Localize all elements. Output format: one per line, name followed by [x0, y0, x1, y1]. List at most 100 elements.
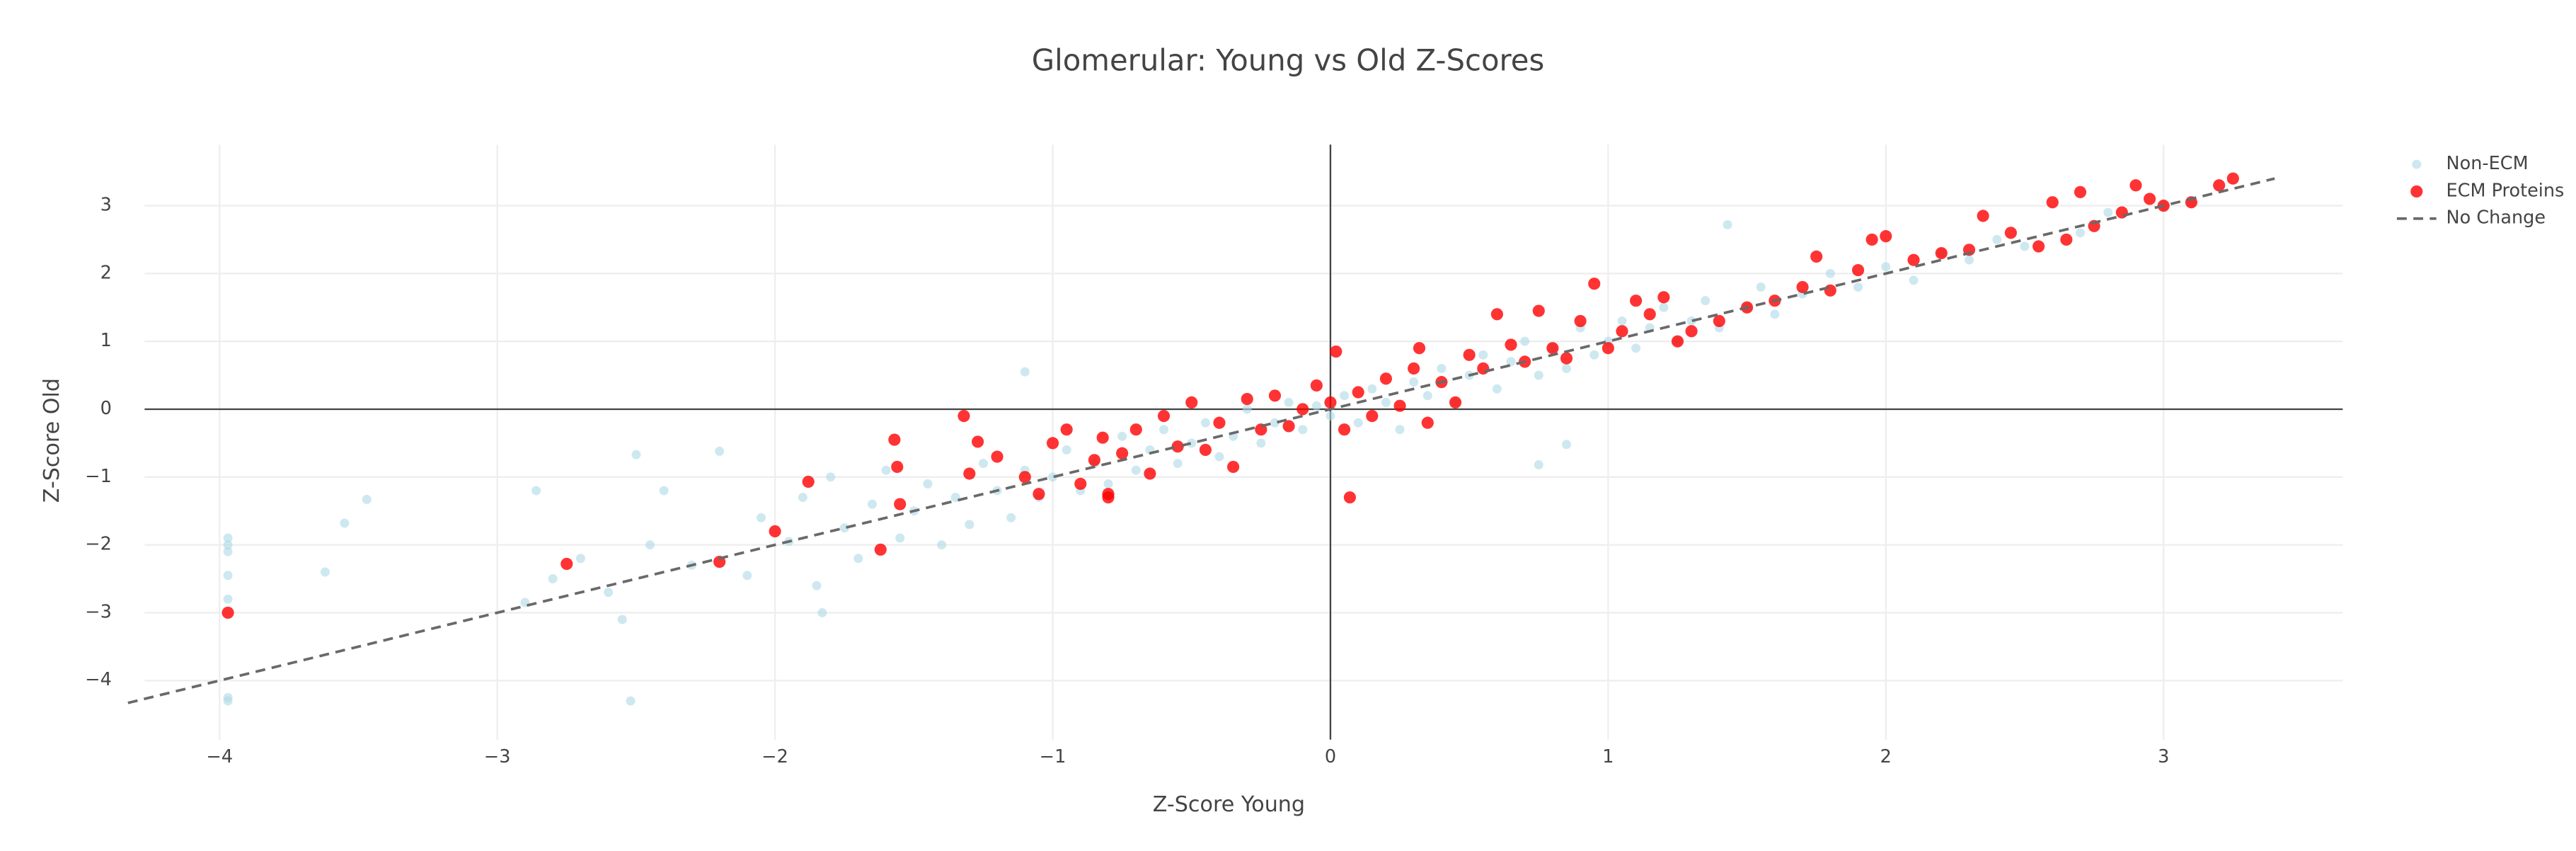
non-ecm-point — [1562, 440, 1572, 450]
ecm-point — [2226, 172, 2239, 185]
non-ecm-point — [1909, 275, 1919, 285]
non-ecm-point — [1381, 397, 1391, 407]
non-ecm-point — [223, 696, 233, 706]
non-ecm-point — [1825, 268, 1835, 278]
ecm-point — [2032, 240, 2045, 253]
ecm-point — [1102, 491, 1115, 504]
ecm-point — [894, 498, 907, 510]
x-tick-label: −1 — [1040, 746, 1066, 767]
non-ecm-point — [1534, 370, 1543, 380]
ecm-point — [1408, 362, 1420, 375]
non-ecm-point — [1214, 452, 1224, 462]
ecm-point — [1421, 416, 1434, 429]
ecm-point — [1546, 342, 1559, 355]
non-ecm-point — [1340, 391, 1350, 401]
ecm-point — [1213, 416, 1226, 429]
ecm-point — [222, 606, 234, 619]
ecm-point — [1413, 342, 1426, 355]
ecm-point — [1602, 342, 1614, 355]
non-ecm-point — [1492, 384, 1502, 394]
legend-label: Non-ECM — [2446, 153, 2529, 174]
non-ecm-point — [881, 465, 891, 475]
ecm-point — [1490, 308, 1503, 321]
x-tick-label: −3 — [484, 746, 511, 767]
non-ecm-point — [548, 574, 558, 584]
ecm-point — [963, 467, 976, 480]
ecm-point — [1810, 250, 1823, 263]
ecm-point — [1018, 471, 1031, 484]
chart-title: Glomerular: Young vs Old Z-Scores — [1032, 43, 1544, 78]
non-ecm-point — [1506, 357, 1516, 367]
ecm-point — [1463, 348, 1476, 361]
x-axis-label: Z-Score Young — [1153, 792, 1305, 817]
non-ecm-point — [895, 533, 905, 543]
ecm-point — [1379, 372, 1393, 385]
legend-label: No Change — [2446, 207, 2546, 229]
ecm-point — [1046, 437, 1059, 450]
non-ecm-point — [1353, 418, 1363, 428]
ecm-point — [958, 409, 970, 423]
ecm-point — [1865, 233, 1878, 246]
ecm-point — [1033, 488, 1045, 501]
ecm-point — [1588, 278, 1601, 290]
ecm-point — [769, 525, 781, 538]
non-ecm-point — [223, 533, 233, 543]
ecm-point — [2115, 206, 2128, 219]
ecm-point — [1630, 295, 1643, 307]
scatter-series — [222, 172, 2239, 619]
non-ecm-point — [937, 540, 947, 550]
non-ecm-point — [1534, 460, 1543, 470]
non-ecm-point — [1631, 343, 1641, 353]
ecm-point — [1060, 423, 1073, 436]
non-ecm-point — [2075, 228, 2085, 238]
ecm-point — [874, 543, 887, 556]
non-ecm-point — [223, 594, 233, 604]
y-tick-label: 3 — [100, 195, 112, 216]
x-tick-label: 3 — [2158, 746, 2169, 767]
ecm-point — [1657, 291, 1670, 304]
non-ecm-point — [1173, 459, 1183, 469]
ecm-point — [1310, 379, 1323, 392]
non-ecm-point — [756, 513, 766, 522]
ecm-point — [1116, 447, 1129, 459]
ecm-point — [2004, 227, 2017, 239]
ecm-point — [1171, 440, 1184, 453]
non-ecm-point — [1311, 401, 1321, 411]
ecm-point — [971, 435, 984, 448]
ecm-point — [1560, 352, 1573, 365]
non-ecm-point — [2020, 241, 2030, 251]
non-ecm-point — [839, 523, 849, 533]
x-tick-label: 2 — [1880, 746, 1892, 767]
non-ecm-point — [223, 571, 233, 581]
y-tick-label: 2 — [100, 262, 112, 283]
non-ecm-point — [1659, 302, 1669, 312]
ecm-point — [1129, 423, 1142, 436]
legend-marker — [2412, 159, 2422, 169]
non-ecm-point — [1853, 282, 1863, 292]
y-tick-label: 1 — [100, 330, 112, 351]
non-ecm-point — [798, 493, 807, 503]
non-ecm-point — [867, 499, 877, 509]
y-tick-label: −1 — [85, 466, 112, 487]
ecm-point — [1643, 308, 1656, 321]
non-ecm-point — [826, 472, 836, 482]
legend-marker — [2410, 185, 2423, 198]
legend-label: ECM Proteins — [2446, 180, 2565, 201]
non-ecm-point — [626, 696, 636, 706]
non-ecm-point — [1965, 255, 1974, 265]
non-ecm-point — [1117, 431, 1127, 441]
ecm-point — [1574, 314, 1587, 327]
non-ecm-point — [1701, 296, 1710, 306]
non-ecm-point — [1048, 472, 1058, 482]
ecm-point — [1330, 345, 1342, 358]
ecm-point — [2143, 193, 2156, 205]
ecm-point — [1324, 396, 1337, 409]
ecm-point — [1532, 304, 1545, 317]
non-ecm-point — [1992, 234, 2002, 244]
non-ecm-point — [817, 607, 827, 617]
non-ecm-point — [1367, 384, 1377, 394]
x-tick-label: −2 — [761, 746, 788, 767]
non-ecm-point — [1422, 391, 1432, 401]
ecm-point — [2060, 233, 2073, 246]
x-tick-label: −4 — [206, 746, 233, 767]
